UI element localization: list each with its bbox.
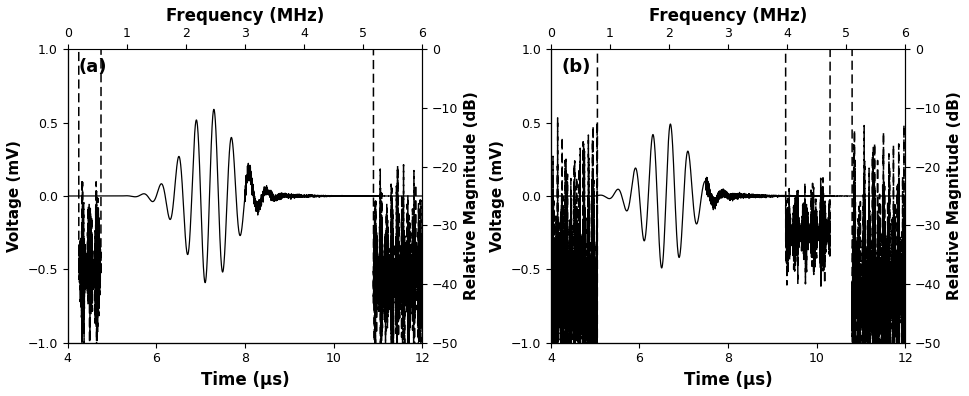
Y-axis label: Voltage (mV): Voltage (mV): [490, 140, 505, 252]
X-axis label: Frequency (MHz): Frequency (MHz): [649, 7, 807, 25]
X-axis label: Time (μs): Time (μs): [201, 371, 290, 389]
X-axis label: Time (μs): Time (μs): [684, 371, 772, 389]
Text: (b): (b): [561, 58, 591, 76]
Y-axis label: Voltage (mV): Voltage (mV): [7, 140, 22, 252]
Y-axis label: Relative Magnitude (dB): Relative Magnitude (dB): [947, 91, 962, 301]
Text: (a): (a): [78, 58, 107, 76]
X-axis label: Frequency (MHz): Frequency (MHz): [166, 7, 324, 25]
Y-axis label: Relative Magnitude (dB): Relative Magnitude (dB): [464, 91, 479, 301]
